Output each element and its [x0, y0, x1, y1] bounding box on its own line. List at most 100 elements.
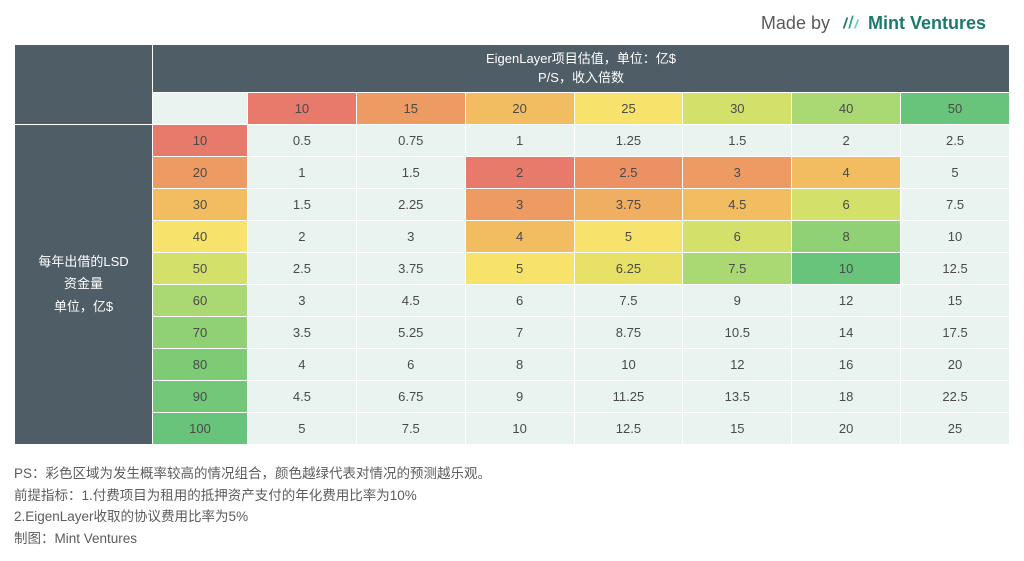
row-title-line2: 资金量	[15, 273, 152, 295]
footer-line-2: 前提指标：1.付费项目为租用的抵押资产支付的年化费用比率为10%	[14, 485, 1010, 507]
cell-r7-c6: 20	[901, 349, 1010, 381]
cell-r8-c2: 9	[465, 381, 574, 413]
cell-r5-c4: 9	[683, 285, 792, 317]
cell-r0-c2: 1	[465, 125, 574, 157]
row-header-10: 10	[153, 125, 248, 157]
cell-r4-c6: 12.5	[901, 253, 1010, 285]
cell-r1-c1: 1.5	[356, 157, 465, 189]
cell-r1-c5: 4	[792, 157, 901, 189]
cell-r7-c4: 12	[683, 349, 792, 381]
row-header-30: 30	[153, 189, 248, 221]
cell-r5-c5: 12	[792, 285, 901, 317]
row-header-70: 70	[153, 317, 248, 349]
cell-r9-c5: 20	[792, 413, 901, 445]
row-header-90: 90	[153, 381, 248, 413]
cell-r2-c0: 1.5	[248, 189, 357, 221]
top-title-line2: P/S，收入倍数	[153, 69, 1009, 88]
cell-r9-c6: 25	[901, 413, 1010, 445]
cell-r9-c1: 7.5	[356, 413, 465, 445]
row-header-60: 60	[153, 285, 248, 317]
brand-bar: Made by Mint Ventures	[14, 12, 1010, 34]
cell-r4-c1: 3.75	[356, 253, 465, 285]
footer-line-3: 2.EigenLayer收取的协议费用比率为5%	[14, 506, 1010, 528]
cell-r3-c5: 8	[792, 221, 901, 253]
cell-r3-c6: 10	[901, 221, 1010, 253]
mint-logo-icon	[840, 12, 862, 34]
cell-r1-c2: 2	[465, 157, 574, 189]
col-header-30: 30	[683, 93, 792, 125]
cell-r1-c0: 1	[248, 157, 357, 189]
cell-r6-c5: 14	[792, 317, 901, 349]
cell-r9-c2: 10	[465, 413, 574, 445]
row-title-line3: 单位，亿$	[15, 296, 152, 318]
cell-r0-c6: 2.5	[901, 125, 1010, 157]
cell-r6-c6: 17.5	[901, 317, 1010, 349]
cell-r8-c1: 6.75	[356, 381, 465, 413]
row-title-line1: 每年出借的LSD	[15, 251, 152, 273]
top-title-line1: EigenLayer项目估值，单位：亿$	[153, 50, 1009, 69]
cell-r6-c4: 10.5	[683, 317, 792, 349]
cell-r7-c1: 6	[356, 349, 465, 381]
footer-line-4: 制图：Mint Ventures	[14, 528, 1010, 550]
col-header-50: 50	[901, 93, 1010, 125]
col-header-15: 15	[356, 93, 465, 125]
cell-r7-c0: 4	[248, 349, 357, 381]
cell-r8-c3: 11.25	[574, 381, 683, 413]
cell-r5-c1: 4.5	[356, 285, 465, 317]
cell-r0-c1: 0.75	[356, 125, 465, 157]
row-header-80: 80	[153, 349, 248, 381]
col-header-40: 40	[792, 93, 901, 125]
corner-cell	[15, 45, 153, 125]
col-header-10: 10	[248, 93, 357, 125]
cell-r1-c4: 3	[683, 157, 792, 189]
footer-notes: PS：彩色区域为发生概率较高的情况组合，颜色越绿代表对情况的预测越乐观。 前提指…	[14, 463, 1010, 549]
cell-r5-c2: 6	[465, 285, 574, 317]
cell-r8-c0: 4.5	[248, 381, 357, 413]
cell-r2-c5: 6	[792, 189, 901, 221]
cell-r7-c3: 10	[574, 349, 683, 381]
brand-made-by: Made by	[761, 13, 830, 34]
cell-r2-c4: 4.5	[683, 189, 792, 221]
cell-r9-c0: 5	[248, 413, 357, 445]
cell-r5-c6: 15	[901, 285, 1010, 317]
cell-r9-c4: 15	[683, 413, 792, 445]
row-header-100: 100	[153, 413, 248, 445]
cell-r7-c2: 8	[465, 349, 574, 381]
row-header-40: 40	[153, 221, 248, 253]
cell-r1-c6: 5	[901, 157, 1010, 189]
cell-r4-c5: 10	[792, 253, 901, 285]
cell-r9-c3: 12.5	[574, 413, 683, 445]
cell-r4-c2: 5	[465, 253, 574, 285]
cell-r2-c1: 2.25	[356, 189, 465, 221]
cell-r3-c3: 5	[574, 221, 683, 253]
row-title-cell: 每年出借的LSD资金量单位，亿$	[15, 125, 153, 445]
row-header-50: 50	[153, 253, 248, 285]
cell-r6-c3: 8.75	[574, 317, 683, 349]
cell-r8-c4: 13.5	[683, 381, 792, 413]
cell-r2-c2: 3	[465, 189, 574, 221]
cell-r3-c0: 2	[248, 221, 357, 253]
cell-r1-c3: 2.5	[574, 157, 683, 189]
cell-r2-c3: 3.75	[574, 189, 683, 221]
cell-r5-c3: 7.5	[574, 285, 683, 317]
brand-logo: Mint Ventures	[840, 12, 986, 34]
cell-r6-c2: 7	[465, 317, 574, 349]
cell-r4-c4: 7.5	[683, 253, 792, 285]
cell-r8-c6: 22.5	[901, 381, 1010, 413]
cell-r2-c6: 7.5	[901, 189, 1010, 221]
brand-name: Mint Ventures	[868, 13, 986, 34]
row-header-20: 20	[153, 157, 248, 189]
col-header-blank	[153, 93, 248, 125]
cell-r0-c5: 2	[792, 125, 901, 157]
cell-r0-c0: 0.5	[248, 125, 357, 157]
cell-r0-c3: 1.25	[574, 125, 683, 157]
cell-r8-c5: 18	[792, 381, 901, 413]
cell-r0-c4: 1.5	[683, 125, 792, 157]
col-header-25: 25	[574, 93, 683, 125]
cell-r6-c1: 5.25	[356, 317, 465, 349]
cell-r3-c4: 6	[683, 221, 792, 253]
footer-line-1: PS：彩色区域为发生概率较高的情况组合，颜色越绿代表对情况的预测越乐观。	[14, 463, 1010, 485]
cell-r7-c5: 16	[792, 349, 901, 381]
cell-r3-c2: 4	[465, 221, 574, 253]
top-title-cell: EigenLayer项目估值，单位：亿$P/S，收入倍数	[153, 45, 1010, 93]
